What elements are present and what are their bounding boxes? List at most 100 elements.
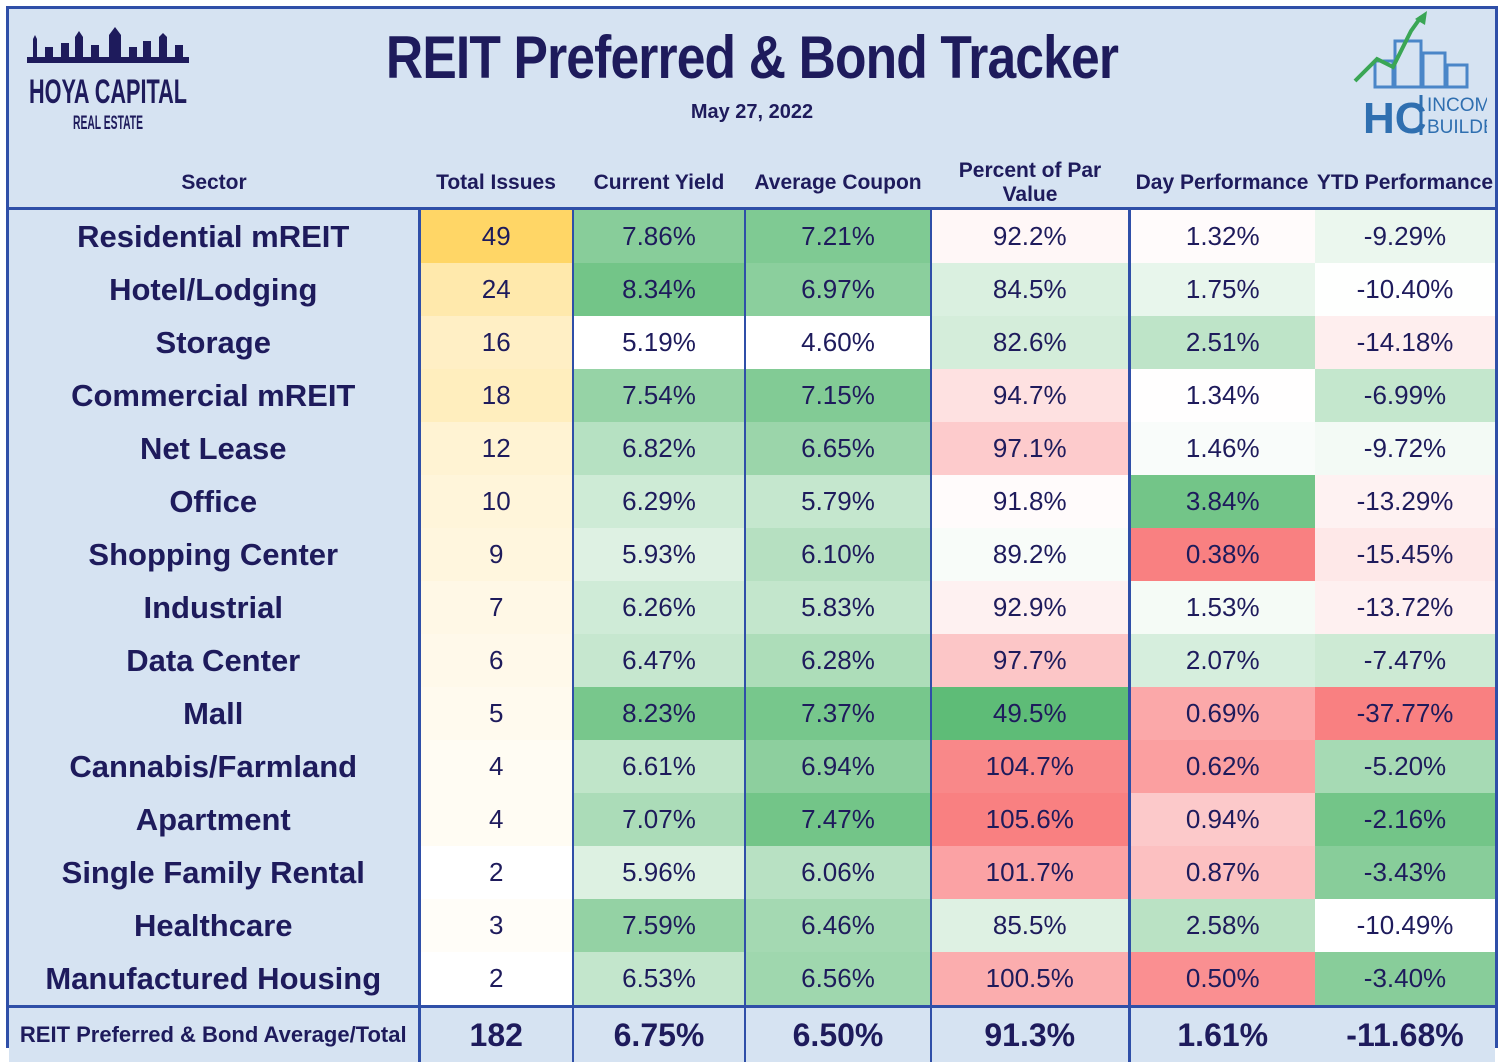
cell-percent-par: 92.9% — [931, 581, 1129, 634]
cell-total-issues: 3 — [419, 899, 573, 952]
cell-total-issues: 2 — [419, 952, 573, 1007]
cell-current-yield: 6.29% — [573, 475, 745, 528]
cell-total-issues: 2 — [419, 846, 573, 899]
cell-average-coupon: 7.15% — [745, 369, 931, 422]
cell-ytd-performance: -7.47% — [1315, 634, 1495, 687]
cell-sector: Data Center — [9, 634, 419, 687]
cell-total-issues: 7 — [419, 581, 573, 634]
cell-sector: Healthcare — [9, 899, 419, 952]
cell-percent-par: 105.6% — [931, 793, 1129, 846]
cell-current-yield: 5.96% — [573, 846, 745, 899]
page-title: REIT Preferred & Bond Tracker — [113, 23, 1391, 92]
right-logo-line2: BUILDER — [1427, 117, 1487, 138]
cell-total-issues: 6 — [419, 634, 573, 687]
cell-ytd-performance: -15.45% — [1315, 528, 1495, 581]
cell-ytd-performance: -14.18% — [1315, 316, 1495, 369]
cell-sector: Residential mREIT — [9, 209, 419, 264]
col-header-average-coupon: Average Coupon — [745, 159, 931, 209]
cell-ytd-performance: -37.77% — [1315, 687, 1495, 740]
cell-average-coupon: 5.83% — [745, 581, 931, 634]
tracker-table: Sector Total Issues Current Yield Averag… — [9, 159, 1495, 1062]
cell-total-issues: 16 — [419, 316, 573, 369]
header-row: Sector Total Issues Current Yield Averag… — [9, 159, 1495, 209]
cell-percent-par: 104.7% — [931, 740, 1129, 793]
cell-ytd-performance: -3.43% — [1315, 846, 1495, 899]
cell-ytd-performance: -10.49% — [1315, 899, 1495, 952]
col-header-ytd-performance: YTD Performance — [1315, 159, 1495, 209]
right-logo-line1: INCOME — [1427, 95, 1487, 116]
cell-percent-par: 85.5% — [931, 899, 1129, 952]
cell-current-yield: 7.07% — [573, 793, 745, 846]
cell-current-yield: 7.54% — [573, 369, 745, 422]
cell-total-issues: 4 — [419, 740, 573, 793]
cell-day-performance: 1.32% — [1129, 209, 1315, 264]
cell-average-coupon: 6.10% — [745, 528, 931, 581]
cell-ytd-performance: -5.20% — [1315, 740, 1495, 793]
cell-current-yield: 7.86% — [573, 209, 745, 264]
cell-percent-par: 91.8% — [931, 475, 1129, 528]
cell-average-coupon: 6.56% — [745, 952, 931, 1007]
cell-sector: Manufactured Housing — [9, 952, 419, 1007]
cell-ytd-performance: -9.72% — [1315, 422, 1495, 475]
col-header-percent-par: Percent of Par Value — [931, 159, 1129, 209]
cell-sector: Office — [9, 475, 419, 528]
cell-sector: Cannabis/Farmland — [9, 740, 419, 793]
cell-current-yield: 7.59% — [573, 899, 745, 952]
cell-day-performance: 1.34% — [1129, 369, 1315, 422]
cell-percent-par: 94.7% — [931, 369, 1129, 422]
cell-sector: Commercial mREIT — [9, 369, 419, 422]
cell-day-performance: 0.50% — [1129, 952, 1315, 1007]
cell-total-issues: 24 — [419, 263, 573, 316]
cell-day-performance: 2.51% — [1129, 316, 1315, 369]
cell-total-issues: 49 — [419, 209, 573, 264]
cell-current-yield: 5.19% — [573, 316, 745, 369]
cell-sector: Hotel/Lodging — [9, 263, 419, 316]
cell-ytd-performance: -10.40% — [1315, 263, 1495, 316]
cell-day-performance: 0.38% — [1129, 528, 1315, 581]
cell-current-yield: 6.61% — [573, 740, 745, 793]
cell-day-performance: 2.58% — [1129, 899, 1315, 952]
cell-total-issues: 5 — [419, 687, 573, 740]
cell-sector: Storage — [9, 316, 419, 369]
cell-percent-par: 84.5% — [931, 263, 1129, 316]
cell-total-issues: 18 — [419, 369, 573, 422]
cell-sector: Single Family Rental — [9, 846, 419, 899]
cell-percent-par: 49.5% — [931, 687, 1129, 740]
income-builder-logo: HC INCOME BUILDER — [1337, 11, 1487, 141]
cell-percent-par: 92.2% — [931, 209, 1129, 264]
cell-percent-par: 82.6% — [931, 316, 1129, 369]
cell-average-coupon: 6.28% — [745, 634, 931, 687]
cell-day-performance: 0.94% — [1129, 793, 1315, 846]
cell-current-yield: 8.34% — [573, 263, 745, 316]
cell-average-coupon: 7.21% — [745, 209, 931, 264]
col-header-current-yield: Current Yield — [573, 159, 745, 209]
cell-current-yield: 6.26% — [573, 581, 745, 634]
cell-day-performance: 1.75% — [1129, 263, 1315, 316]
cell-percent-par: 100.5% — [931, 952, 1129, 1007]
cell-total-issues: 10 — [419, 475, 573, 528]
cell-current-yield: 6.82% — [573, 422, 745, 475]
cell-day-performance: 0.62% — [1129, 740, 1315, 793]
cell-total-issues: 12 — [419, 422, 573, 475]
cell-ytd-performance: -9.29% — [1315, 209, 1495, 264]
cell-sector: Mall — [9, 687, 419, 740]
cell-ytd-performance: -2.16% — [1315, 793, 1495, 846]
cell-current-yield: 5.93% — [573, 528, 745, 581]
cell-day-performance: 0.87% — [1129, 846, 1315, 899]
cell-average-coupon: 7.47% — [745, 793, 931, 846]
cell-sector: Net Lease — [9, 422, 419, 475]
right-logo-initials: HC — [1363, 94, 1427, 141]
cell-ytd-performance: -13.29% — [1315, 475, 1495, 528]
cell-average-coupon: 4.60% — [745, 316, 931, 369]
cell-average-coupon: 6.46% — [745, 899, 931, 952]
